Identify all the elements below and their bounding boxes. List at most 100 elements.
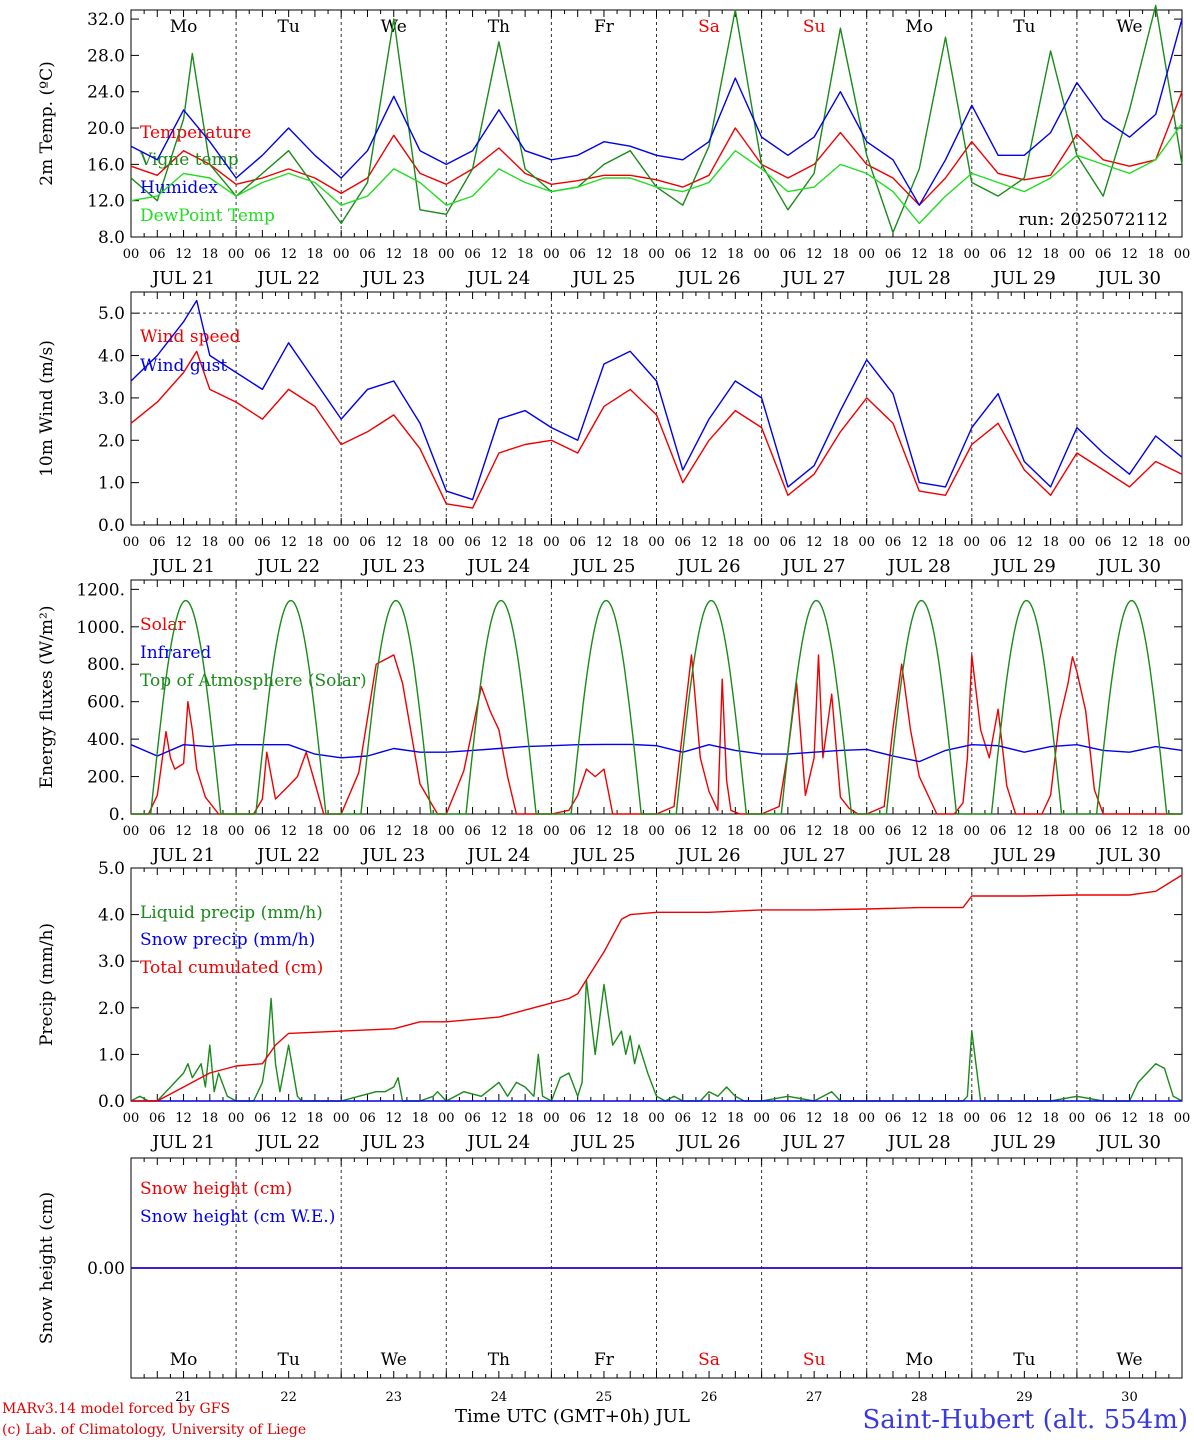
x-hour-label: 00: [1069, 1111, 1086, 1126]
x-hour-label: 18: [307, 824, 324, 839]
x-hour-label: 06: [149, 1111, 166, 1126]
y-tick-label: 28.0: [87, 46, 125, 66]
x-date-label: JUL 30: [1096, 845, 1161, 866]
x-date-label: JUL 29: [991, 1132, 1056, 1153]
x-hour-label: 18: [307, 247, 324, 262]
x-date-label: JUL 28: [886, 268, 951, 289]
x-hour-label: 06: [569, 824, 586, 839]
legend-entry: Wind gust: [140, 356, 227, 376]
x-hour-label: 00: [333, 535, 350, 550]
panel-energy: 0. 200. 400. 600. 800. 1000. 1200. Energy fluxe…: [37, 579, 1190, 866]
weekday-label: Mo: [905, 17, 933, 37]
x-hour-label: 00: [1174, 247, 1191, 262]
x-hour-label: 18: [412, 247, 429, 262]
x-hour-label: 12: [911, 535, 928, 550]
x-hour-label: 18: [937, 535, 954, 550]
x-hour-label: 18: [937, 1111, 954, 1126]
x-hour-label: 12: [596, 247, 613, 262]
y-tick-label: 200.: [87, 768, 125, 788]
x-date-label: JUL 27: [781, 845, 846, 866]
x-hour-label: 18: [1147, 1111, 1164, 1126]
weekday-label: Sa: [698, 17, 720, 37]
x-hour-label: 00: [228, 1111, 245, 1126]
x-date-label: JUL 29: [991, 556, 1056, 577]
legend-entry: Liquid precip (mm/h): [140, 903, 323, 923]
series-line-liquid-precip-mm-h-: [130, 979, 1183, 1102]
x-hour-label: 00: [964, 824, 981, 839]
x-hour-label: 06: [464, 535, 481, 550]
y-tick-label: 32.0: [87, 10, 125, 30]
x-date-label: JUL 29: [991, 845, 1056, 866]
x-date-label: JUL 27: [781, 1132, 846, 1153]
x-hour-label: 12: [1121, 824, 1138, 839]
x-hour-label: 00: [333, 824, 350, 839]
x-hour-label: 12: [701, 1111, 718, 1126]
x-hour-label: 00: [964, 535, 981, 550]
legend-entry: Total cumulated (cm): [140, 958, 323, 978]
x-hour-label: 06: [780, 824, 797, 839]
x-hour-label: 12: [806, 824, 823, 839]
x-hour-label: 00: [438, 824, 455, 839]
weekday-label: Mo: [170, 1350, 198, 1370]
x-hour-label: 06: [675, 1111, 692, 1126]
x-hour-label: 00: [228, 535, 245, 550]
x-hour-label: 12: [491, 824, 508, 839]
x-hour-label: 00: [1069, 535, 1086, 550]
day-number-label: 23: [385, 1390, 402, 1405]
x-hour-label: 06: [359, 247, 376, 262]
y-tick-label: 2.0: [98, 431, 125, 451]
weekday-label: Fr: [594, 17, 615, 37]
x-hour-label: 06: [780, 1111, 797, 1126]
x-hour-label: 12: [911, 247, 928, 262]
y-tick-label: 600.: [87, 693, 125, 713]
series-line-solar: [131, 654, 1182, 815]
x-hour-label: 00: [858, 247, 875, 262]
x-date-label: JUL 25: [570, 556, 635, 577]
y-tick-label: 1000.: [76, 618, 125, 638]
series-line-vigne-temp: [130, 4, 1183, 234]
day-number-label: 26: [701, 1390, 718, 1405]
x-date-label: JUL 24: [465, 845, 530, 866]
weekday-label: Tu: [278, 1350, 300, 1370]
x-hour-label: 00: [1174, 535, 1191, 550]
x-hour-label: 12: [596, 535, 613, 550]
series-line-wind-gust: [130, 299, 1183, 501]
x-hour-label: 06: [885, 247, 902, 262]
y-tick-label: 1200.: [76, 580, 125, 600]
day-number-label: 24: [491, 1390, 508, 1405]
x-date-label: JUL 21: [150, 268, 215, 289]
x-hour-label: 18: [1042, 247, 1059, 262]
x-hour-label: 00: [648, 824, 665, 839]
weekday-label: Th: [488, 1350, 510, 1370]
x-hour-label: 18: [622, 824, 639, 839]
weekday-label: Th: [488, 17, 510, 37]
x-date-label: JUL 28: [886, 845, 951, 866]
x-hour-label: 00: [123, 535, 140, 550]
x-hour-label: 12: [491, 247, 508, 262]
x-hour-label: 00: [858, 535, 875, 550]
x-hour-label: 18: [517, 247, 534, 262]
series-line-top-of-atmosphere-solar-: [131, 599, 1182, 815]
x-date-label: JUL 21: [150, 556, 215, 577]
x-hour-label: 12: [280, 1111, 297, 1126]
x-hour-label: 12: [1016, 1111, 1033, 1126]
x-date-label: JUL 24: [465, 556, 530, 577]
x-hour-label: 18: [832, 1111, 849, 1126]
x-hour-label: 18: [937, 247, 954, 262]
x-hour-label: 00: [858, 1111, 875, 1126]
y-tick-label: 0.0: [98, 516, 125, 536]
x-hour-label: 12: [280, 824, 297, 839]
x-hour-label: 18: [202, 824, 219, 839]
x-hour-label: 00: [438, 247, 455, 262]
x-hour-label: 18: [412, 1111, 429, 1126]
x-hour-label: 06: [254, 535, 271, 550]
station-name: Saint-Hubert (alt. 554m): [862, 1405, 1188, 1435]
legend-entry: Infrared: [140, 643, 211, 663]
x-hour-label: 00: [543, 1111, 560, 1126]
x-hour-label: 06: [464, 247, 481, 262]
y-tick-label: 0.00: [87, 1259, 125, 1279]
x-hour-label: 06: [569, 1111, 586, 1126]
x-hour-label: 00: [1069, 824, 1086, 839]
y-tick-label: 5.0: [98, 859, 125, 879]
